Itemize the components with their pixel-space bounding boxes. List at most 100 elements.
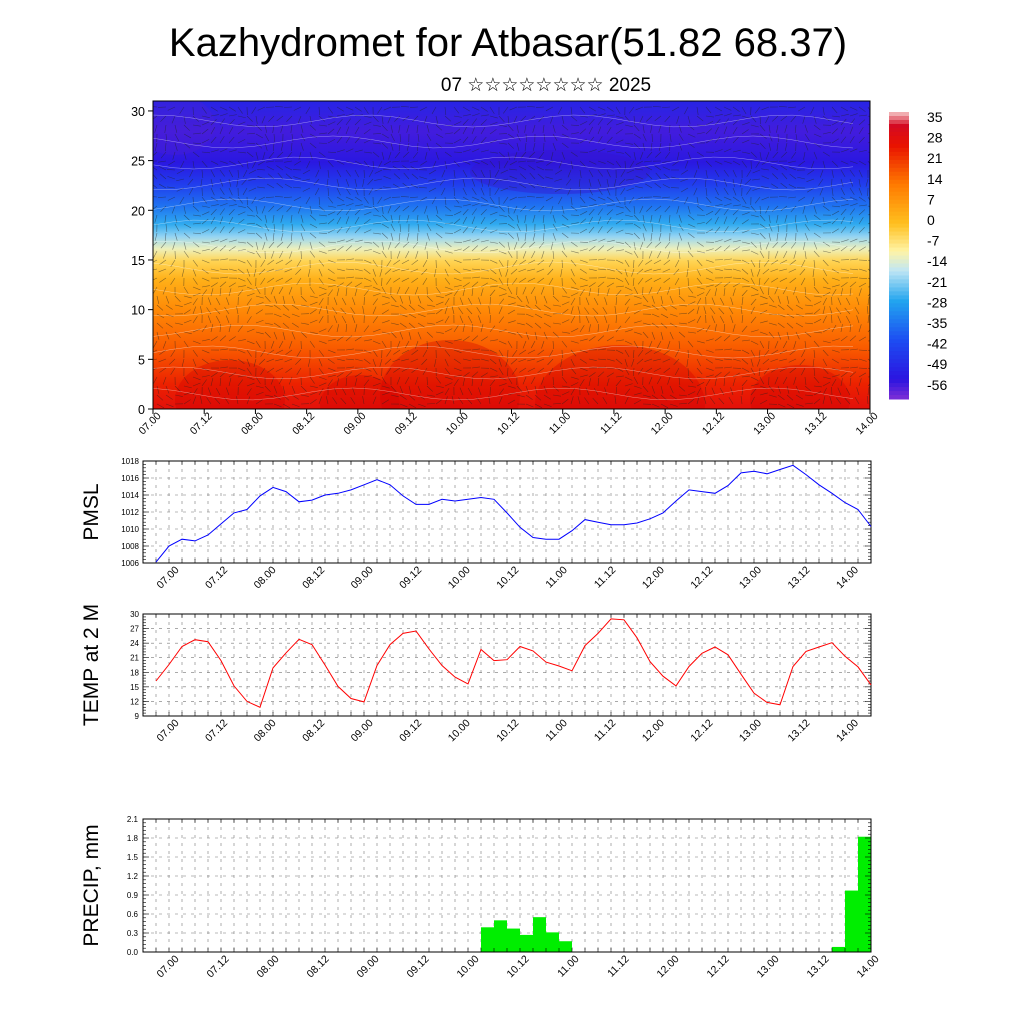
colorbar-label: 21 [927, 150, 943, 166]
temp-x-tick-label: 07.12 [203, 717, 230, 744]
precip-x-tick-label: 13.12 [805, 953, 832, 980]
precip-x-tick-label: 08.12 [305, 953, 332, 980]
precip-y-tick-label: 2.1 [127, 815, 139, 824]
pmsl-y-tick-label: 1006 [121, 559, 139, 568]
precip-y-tick-label: 0.6 [127, 910, 139, 919]
pmsl-x-tick-label: 10.12 [494, 564, 521, 591]
temp-x-tick-label: 11.12 [592, 717, 619, 744]
colorbar-segment [889, 132, 909, 136]
colorbar-segment [889, 256, 909, 260]
colorbar-segment [889, 359, 909, 363]
colorbar-label: -7 [927, 233, 940, 249]
colorbar-segment [889, 371, 909, 375]
temp-x-tick-label: 10.00 [446, 717, 473, 744]
temp-x-tick-label: 11.00 [543, 717, 570, 744]
colorbar-segment [889, 212, 909, 216]
colorbar-segment [889, 311, 909, 315]
precip-y-tick-label: 1.2 [127, 872, 139, 881]
precip-bar [533, 917, 546, 952]
colorbar-segment [889, 283, 909, 287]
heatmap-x-tick-label: 08.00 [239, 410, 266, 437]
temp-ylabel: TEMP at 2 M [80, 604, 103, 726]
colorbar-segment [889, 168, 909, 172]
heatmap-y-tick-label: 25 [131, 155, 145, 169]
pmsl-x-tick-label: 08.12 [300, 564, 327, 591]
colorbar-segment [889, 391, 909, 395]
colorbar-segment [889, 291, 909, 295]
precip-x-tick-label: 14.00 [855, 953, 882, 980]
colorbar-segment [889, 192, 909, 196]
cold-core [470, 150, 650, 194]
colorbar-segment [889, 124, 909, 128]
colorbar-segment [889, 367, 909, 371]
colorbar-label: 14 [927, 171, 943, 187]
colorbar-segment [889, 244, 909, 248]
heatmap-y-tick-label: 5 [138, 353, 145, 367]
heatmap-y-tick-label: 10 [131, 304, 145, 318]
pmsl-x-tick-label: 11.00 [543, 564, 570, 591]
heatmap-y-tick-label: 15 [131, 254, 145, 268]
pmsl-x-tick-label: 12.12 [688, 564, 715, 591]
colorbar-segment [889, 307, 909, 311]
colorbar-label: -28 [927, 294, 947, 310]
colorbar-segment [889, 172, 909, 176]
precip-bar [845, 891, 858, 952]
colorbar-segment [889, 263, 909, 267]
pmsl-y-tick-label: 1008 [121, 542, 139, 551]
colorbar-segment [889, 188, 909, 192]
precip-bar [858, 837, 871, 952]
heatmap-x-tick-label: 08.12 [290, 410, 317, 437]
colorbar-label: -21 [927, 274, 947, 290]
colorbar-segment [889, 379, 909, 383]
temp-y-tick-label: 24 [130, 639, 139, 648]
precip-bar [546, 932, 559, 952]
colorbar-segment [889, 259, 909, 263]
precip-x-tick-label: 11.12 [605, 953, 632, 980]
pmsl-y-tick-label: 1014 [121, 491, 139, 500]
temp-x-tick-label: 07.00 [155, 717, 182, 744]
pmsl-x-tick-label: 11.12 [592, 564, 619, 591]
heatmap-x-tick-label: 11.12 [598, 410, 625, 437]
pmsl-x-tick-label: 07.12 [203, 564, 230, 591]
pmsl-x-tick-label: 13.12 [785, 564, 812, 591]
temp-y-tick-label: 18 [130, 668, 139, 677]
temp-y-tick-label: 27 [130, 625, 139, 634]
colorbar-segment [889, 216, 909, 220]
colorbar-segment [889, 351, 909, 355]
colorbar-segment [889, 128, 909, 132]
colorbar-segment [889, 196, 909, 200]
colorbar-segment [889, 275, 909, 279]
colorbar-label: 35 [927, 109, 943, 125]
pmsl-grid [143, 461, 871, 563]
heatmap-x-tick-label: 12.00 [649, 410, 676, 437]
precip-ylabel: PRECIP, mm [80, 824, 103, 946]
colorbar-segment [889, 335, 909, 339]
precip-y-tick-label: 0.3 [127, 929, 139, 938]
temp-y-tick-label: 9 [135, 712, 140, 721]
temp-x-tick-label: 09.00 [349, 717, 376, 744]
precip-y-tick-label: 1.5 [127, 853, 139, 862]
precip-x-tick-label: 08.00 [255, 953, 282, 980]
heatmap-x-tick-label: 10.12 [495, 410, 522, 437]
temp-x-tick-label: 14.00 [834, 717, 861, 744]
colorbar-segment [889, 295, 909, 299]
heatmap-x-tick-label: 10.00 [444, 410, 471, 437]
colorbar-segment [889, 299, 909, 303]
colorbar-segment [889, 387, 909, 391]
warm-core [535, 345, 705, 465]
colorbar-segment [889, 204, 909, 208]
heatmap-y-tick-label: 20 [131, 204, 145, 218]
colorbar-segment [889, 160, 909, 164]
heatmap-x-tick-label: 12.12 [700, 410, 727, 437]
colorbar-segment [889, 315, 909, 319]
temp-x-tick-label: 10.12 [494, 717, 521, 744]
colorbar-label: -42 [927, 336, 947, 352]
precip-bar [507, 929, 520, 952]
colorbar-segment [889, 363, 909, 367]
colorbar-label: 7 [927, 191, 935, 207]
colorbar-segment [889, 339, 909, 343]
